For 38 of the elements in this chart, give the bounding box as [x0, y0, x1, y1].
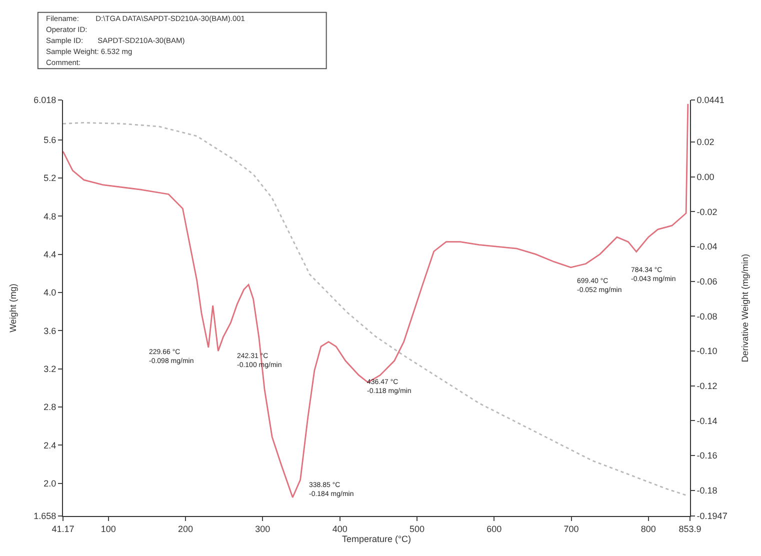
y-tick-label: 2.4: [44, 440, 56, 450]
x-tick-label: 300: [255, 524, 270, 534]
x-tick-label: 700: [564, 524, 579, 534]
x-tick-label: 600: [486, 524, 502, 534]
y-tick-label: 4.4: [44, 250, 56, 260]
y2-tick-label: -0.18: [696, 486, 718, 496]
x-tick-label: 800: [640, 524, 656, 534]
y2-tick-label: 0.02: [696, 137, 714, 148]
x-tick-label: 41.17: [52, 524, 74, 534]
y-axis-title: Weight (mg): [8, 284, 18, 332]
x-tick-label: 200: [178, 524, 194, 534]
x-axis-title: Temperature (°C): [342, 534, 412, 544]
y2-tick-label: 0.0441: [696, 95, 724, 106]
y2-axis-title: Derivative Weight (mg/min): [740, 254, 750, 362]
y-tick-label: 6.018: [34, 95, 56, 106]
x-tick-label: 100: [100, 524, 116, 534]
y-tick-label: 3.2: [44, 364, 56, 374]
y2-tick-label: -0.10: [696, 346, 718, 356]
y-tick-label: 4.8: [44, 211, 56, 222]
y2-tick-label: -0.06: [696, 276, 718, 286]
y-tick-label: 1.658: [34, 511, 56, 522]
y2-tick-label: -0.04: [696, 242, 718, 252]
y-tick-label: 5.6: [44, 135, 56, 146]
y2-tick-label: -0.08: [696, 311, 718, 322]
y-tick-label: 5.2: [44, 173, 56, 184]
y-tick-label: 2.0: [44, 478, 56, 489]
y-tick-label: 4.0: [44, 288, 56, 298]
y-tick-label: 2.8: [44, 402, 56, 412]
y2-tick-label: 0.00: [696, 172, 714, 182]
y2-tick-label: -0.12: [696, 381, 718, 392]
y2-tick-label: -0.02: [696, 206, 718, 217]
x-tick-label: 853.9: [678, 524, 702, 534]
x-tick-label: 500: [409, 524, 424, 534]
y2-tick-label: -0.16: [696, 450, 718, 461]
x-tick-label: 400: [332, 524, 348, 534]
y2-tick-label: -0.14: [696, 416, 718, 426]
y2-tick-label: -0.1947: [696, 511, 728, 522]
y-tick-label: 3.6: [44, 326, 56, 336]
